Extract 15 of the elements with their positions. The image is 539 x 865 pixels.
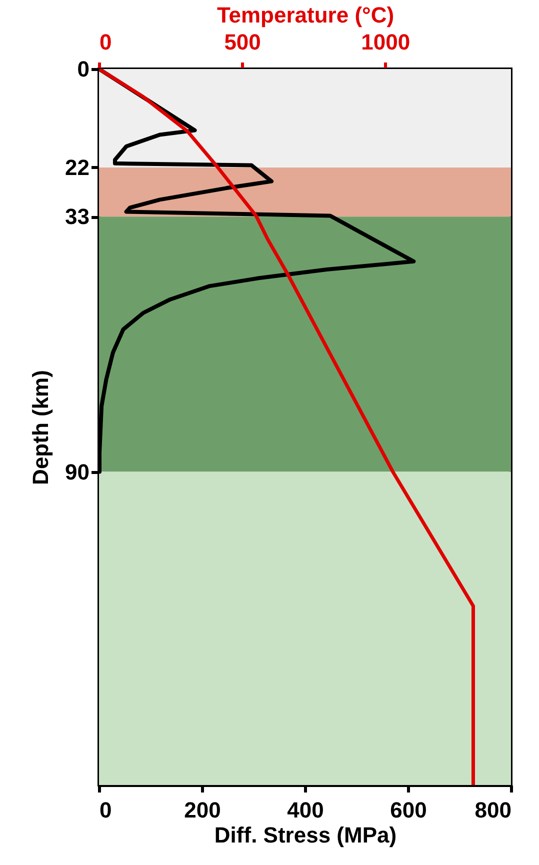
- y-tick-label: 0: [77, 56, 90, 82]
- x-axis-title: Diff. Stress (MPa): [214, 822, 397, 848]
- y-axis-title: Depth (km): [28, 370, 54, 485]
- y-tick-label: 90: [65, 459, 90, 484]
- x-tick-label: 800: [474, 798, 512, 822]
- x2-tick-label: 500: [224, 30, 261, 54]
- x2-axis-title: Temperature (°C): [216, 2, 394, 28]
- x-tick-label: 400: [287, 798, 324, 822]
- x2-tick-label: 0: [100, 30, 112, 54]
- x2-tick-label: 1000: [361, 30, 410, 54]
- y-tick-label: 33: [65, 204, 90, 230]
- y-tick-label: 22: [65, 154, 90, 180]
- x-tick-label: 600: [390, 798, 427, 822]
- x-tick-label: 0: [100, 798, 112, 822]
- x-tick-label: 200: [184, 798, 221, 822]
